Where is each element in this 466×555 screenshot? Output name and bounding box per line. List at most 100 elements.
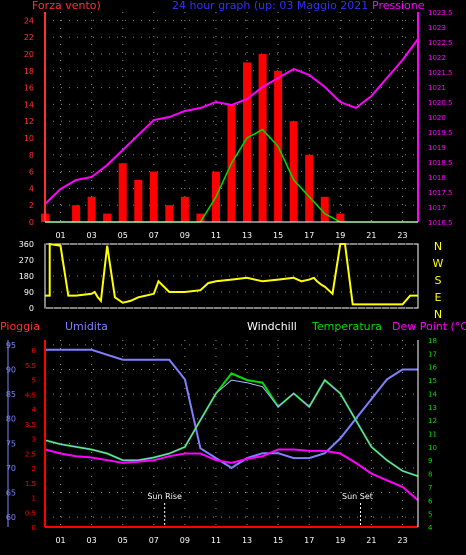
hour-label: 07 [149, 536, 159, 545]
humidity-label: Umidita [65, 320, 108, 333]
compass-label: S [435, 274, 442, 287]
pressure-tick-label: 1023 [428, 24, 446, 32]
humidity-tick-label: 85 [6, 390, 16, 399]
temp-tick-label: 14 [428, 390, 437, 398]
wind-bar [196, 213, 205, 222]
y-tick-label: 14 [24, 100, 34, 109]
pressure-tick-label: 1023.5 [428, 9, 453, 17]
humidity-tick-label: 65 [6, 489, 16, 498]
center-title: 24 hour graph (up: 03 Maggio 2021 [172, 0, 368, 12]
wind-pressure-chart: 0246810121416182022241016.510171017.5101… [24, 9, 453, 240]
hour-label: 21 [366, 536, 376, 545]
sunset-label: Sun Set [342, 492, 373, 501]
temperature-label: Temperatura [311, 320, 382, 333]
hour-label: 15 [273, 536, 283, 545]
dewpoint-line [44, 448, 419, 502]
humidity-tick-label: 90 [6, 366, 16, 375]
y-tick-label: 0 [29, 218, 34, 227]
pressure-tick-label: 1021.5 [428, 69, 453, 77]
y-tick-label: 6 [29, 168, 34, 177]
pressure-tick-label: 1017.5 [428, 189, 453, 197]
temp-tick-label: 13 [428, 404, 437, 412]
rain-tick-label: 3.5 [25, 421, 36, 429]
hour-label: 23 [397, 231, 407, 240]
pressure-tick-label: 1022.5 [428, 39, 453, 47]
rain-tick-label: 1 [32, 495, 36, 503]
wind-bar [289, 121, 298, 222]
y-tick-label: 24 [24, 16, 34, 25]
hour-label: 13 [242, 231, 252, 240]
compass-label: E [435, 291, 442, 304]
y-tick-label: 20 [24, 50, 34, 59]
hour-label: 03 [87, 536, 97, 545]
temp-tick-label: 6 [428, 497, 433, 505]
hour-label: 19 [335, 536, 345, 545]
hour-label: 03 [87, 231, 97, 240]
rain-tick-label: 3 [32, 436, 36, 444]
humidity-tick-label: 80 [6, 415, 16, 424]
pressure-tick-label: 1020.5 [428, 99, 453, 107]
compass-label: N [434, 240, 442, 253]
wind-bar [72, 205, 81, 222]
hour-label: 17 [304, 536, 314, 545]
wind-bar [258, 54, 267, 222]
sunrise-label: Sun Rise [147, 492, 182, 501]
pressure-tick-label: 1016.5 [428, 219, 453, 227]
rain-tick-label: 4.5 [25, 391, 36, 399]
direction-tick-label: 270 [19, 256, 34, 265]
hour-label: 01 [55, 536, 65, 545]
hour-label: 09 [180, 231, 190, 240]
wind-bar [305, 154, 314, 222]
wind-bar [118, 163, 127, 222]
humidity-tick-label: 70 [6, 464, 16, 473]
hour-label: 01 [55, 231, 65, 240]
hour-label: 15 [273, 231, 283, 240]
wind-bar [87, 196, 96, 222]
hour-label: 05 [118, 231, 128, 240]
y-tick-label: 4 [29, 184, 34, 193]
temp-tick-label: 16 [428, 364, 437, 372]
rain-label: Pioggia [0, 320, 40, 333]
y-tick-label: 22 [24, 33, 34, 42]
y-tick-label: 16 [24, 84, 34, 93]
wind-bar [103, 213, 112, 222]
pressure-tick-label: 1021 [428, 84, 446, 92]
right-title: Pressione [372, 0, 425, 12]
pressure-tick-label: 1022 [428, 54, 446, 62]
y-tick-label: 8 [29, 151, 34, 160]
hour-label: 05 [118, 536, 128, 545]
rain-tick-label: 2.5 [25, 450, 36, 458]
plot-area [45, 340, 418, 527]
pressure-tick-label: 1019 [428, 144, 446, 152]
temp-tick-label: 9 [428, 457, 432, 465]
temp-tick-label: 8 [428, 471, 432, 479]
y-tick-label: 12 [24, 117, 34, 126]
windchill-label: Windchill [247, 320, 297, 333]
wind-bar [243, 62, 252, 223]
pressure-tick-label: 1020 [428, 114, 446, 122]
temp-tick-label: 11 [428, 431, 437, 439]
wind-bar [180, 196, 189, 222]
y-tick-label: 2 [29, 201, 34, 210]
dewpoint-label: Dew Point (°C) [392, 320, 466, 333]
direction-tick-label: 90 [24, 288, 34, 297]
hour-label: 11 [211, 536, 221, 545]
wind-bar [336, 213, 345, 222]
temp-tick-label: 5 [428, 511, 432, 519]
titles: Forza vento) 24 hour graph (up: 03 Maggi… [0, 0, 466, 333]
hour-label: 13 [242, 536, 252, 545]
hour-label: 09 [180, 536, 190, 545]
humidity-tick-label: 75 [6, 439, 16, 448]
hour-label: 21 [366, 231, 376, 240]
y-tick-label: 10 [24, 134, 34, 143]
temp-tick-label: 10 [428, 444, 437, 452]
compass-label: N [434, 308, 442, 321]
y-tick-label: 18 [24, 67, 34, 76]
hour-label: 11 [211, 231, 221, 240]
temperature-humidity-chart: 606570758085909500.511.522.533.544.555.5… [6, 337, 438, 545]
left-title: Forza vento) [32, 0, 101, 12]
wind-bar [149, 171, 158, 222]
